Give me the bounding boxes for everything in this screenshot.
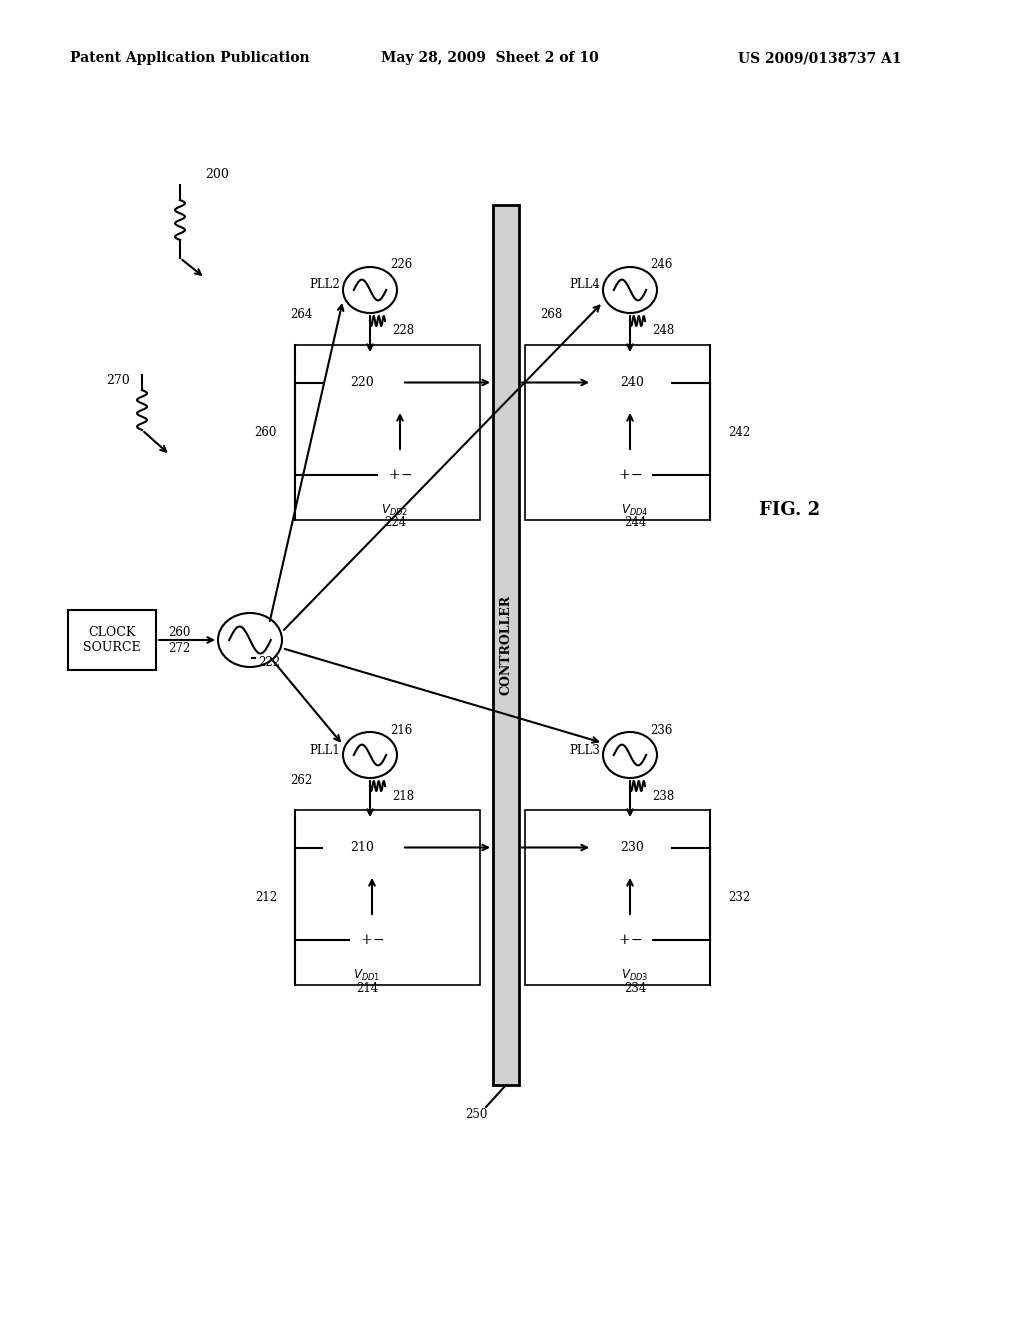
Bar <box>295 810 480 985</box>
Circle shape <box>607 917 653 964</box>
Ellipse shape <box>603 267 657 313</box>
Text: −: − <box>400 469 412 482</box>
Text: 260: 260 <box>255 426 278 440</box>
Bar <box>322 820 402 875</box>
Text: 218: 218 <box>392 789 414 803</box>
Text: −: − <box>630 469 642 482</box>
Bar <box>493 205 519 1085</box>
Text: May 28, 2009  Sheet 2 of 10: May 28, 2009 Sheet 2 of 10 <box>381 51 599 65</box>
Text: 264: 264 <box>290 309 312 322</box>
Text: 200: 200 <box>205 169 229 181</box>
Text: 268: 268 <box>540 309 562 322</box>
Text: FIG. 2: FIG. 2 <box>760 502 820 519</box>
Bar <box>322 355 402 411</box>
Text: 250: 250 <box>465 1109 487 1122</box>
Text: $V_{DD2}$: $V_{DD2}$ <box>381 503 409 517</box>
Text: 260: 260 <box>168 626 190 639</box>
Text: 246: 246 <box>650 259 673 272</box>
Text: 230: 230 <box>621 841 644 854</box>
Text: 232: 232 <box>728 891 751 904</box>
Text: 214: 214 <box>356 982 378 994</box>
Bar <box>592 820 672 875</box>
Text: +: + <box>618 469 630 482</box>
Text: 248: 248 <box>652 325 674 338</box>
Text: 212: 212 <box>255 891 278 904</box>
Text: CLOCK
SOURCE: CLOCK SOURCE <box>83 626 141 653</box>
Text: 226: 226 <box>390 259 413 272</box>
Text: 262: 262 <box>290 774 312 787</box>
Text: +: + <box>618 933 630 946</box>
Text: 216: 216 <box>390 723 413 737</box>
Bar <box>295 345 480 520</box>
Bar <box>525 810 710 985</box>
Circle shape <box>377 451 423 498</box>
Ellipse shape <box>343 267 397 313</box>
Text: PLL3: PLL3 <box>569 743 600 756</box>
Text: 236: 236 <box>650 723 673 737</box>
Text: 210: 210 <box>350 841 374 854</box>
Ellipse shape <box>218 612 282 667</box>
Text: 234: 234 <box>624 982 646 994</box>
Text: US 2009/0138737 A1: US 2009/0138737 A1 <box>738 51 902 65</box>
Circle shape <box>349 917 395 964</box>
Ellipse shape <box>603 733 657 777</box>
Text: 220: 220 <box>350 376 374 389</box>
Text: −: − <box>372 933 384 946</box>
Text: +: + <box>360 933 372 946</box>
Text: 244: 244 <box>624 516 646 529</box>
Text: 270: 270 <box>106 374 130 387</box>
Text: $V_{DD3}$: $V_{DD3}$ <box>622 968 648 982</box>
Text: CONTROLLER: CONTROLLER <box>500 595 512 696</box>
Text: 238: 238 <box>652 789 674 803</box>
Text: Patent Application Publication: Patent Application Publication <box>71 51 310 65</box>
Bar <box>525 345 710 520</box>
Text: 272: 272 <box>168 642 190 655</box>
Text: 224: 224 <box>384 516 407 529</box>
Text: 228: 228 <box>392 325 414 338</box>
Text: 242: 242 <box>728 426 751 440</box>
Bar <box>592 355 672 411</box>
Ellipse shape <box>343 733 397 777</box>
Text: $V_{DD1}$: $V_{DD1}$ <box>353 968 381 982</box>
Text: PLL1: PLL1 <box>309 743 340 756</box>
Text: +: + <box>388 469 399 482</box>
Bar <box>68 610 156 671</box>
Text: $V_{DD4}$: $V_{DD4}$ <box>622 503 649 517</box>
Circle shape <box>607 451 653 498</box>
Text: 222: 222 <box>258 656 281 668</box>
Text: PLL4: PLL4 <box>569 279 600 292</box>
Text: PLL2: PLL2 <box>309 279 340 292</box>
Text: −: − <box>630 933 642 946</box>
Text: 240: 240 <box>621 376 644 389</box>
